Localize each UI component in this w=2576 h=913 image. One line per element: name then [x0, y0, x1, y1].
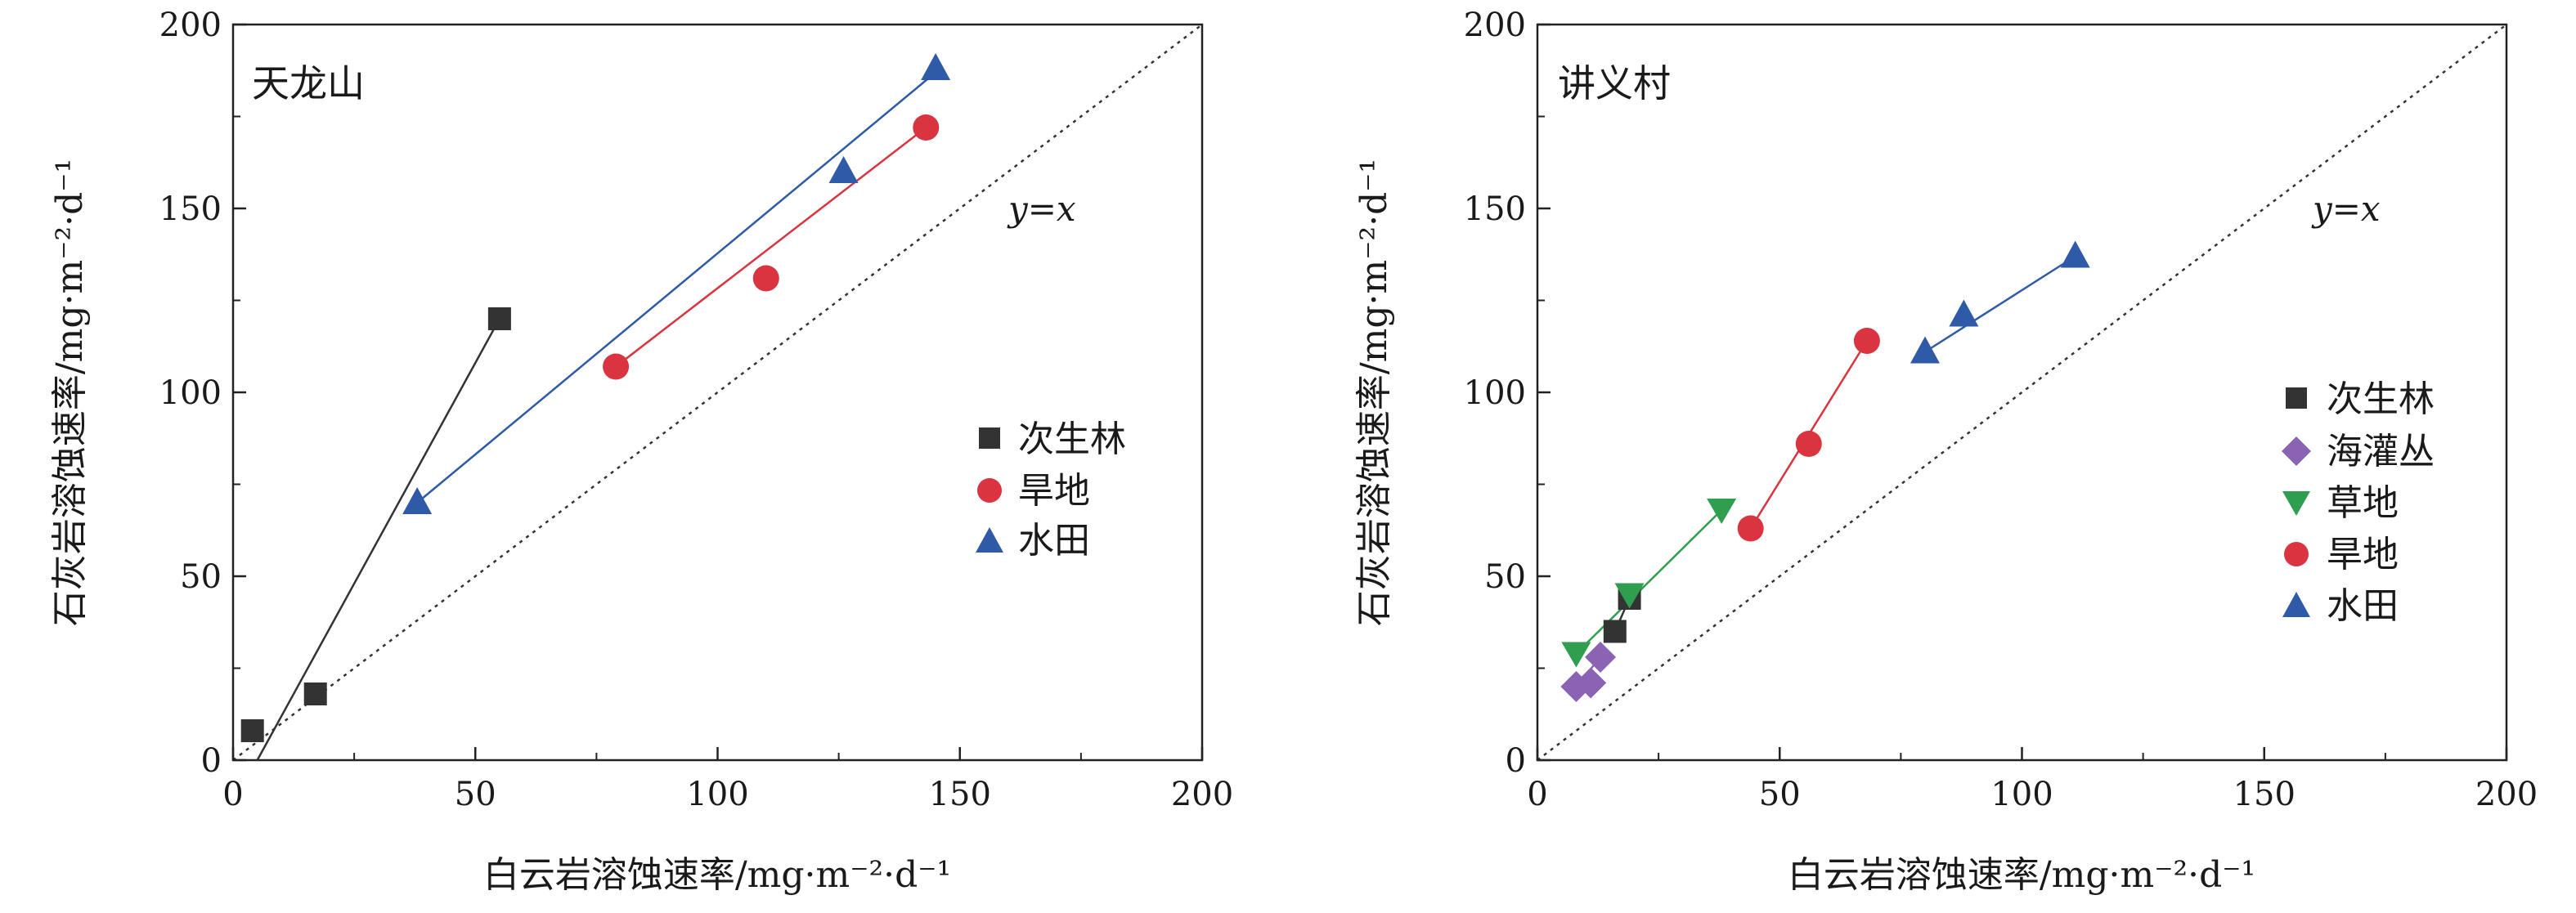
y-tick-label: 100	[159, 374, 222, 412]
x-tick-label: 50	[455, 776, 496, 813]
x-tick-label: 200	[1171, 776, 1233, 813]
legend-item: 草地	[2282, 482, 2399, 524]
legend-marker-triangle	[976, 527, 1003, 553]
fit-lines	[256, 71, 936, 761]
data-point-triangle	[402, 487, 433, 514]
data-point-triangle-down	[1614, 583, 1645, 609]
legend-item: 旱地	[2284, 534, 2399, 575]
legend-item: 海灌丛	[2282, 431, 2435, 472]
fit-line	[1575, 509, 1723, 655]
x-tick-label: 100	[686, 776, 748, 813]
data-markers	[1560, 240, 2090, 702]
legend: 次生林 旱地 水田	[976, 418, 1126, 562]
legend-label: 草地	[2327, 482, 2399, 524]
legend-label: 水田	[1018, 520, 1090, 562]
legend-label: 次生林	[1018, 418, 1126, 460]
y-tick-label: 50	[180, 558, 222, 596]
data-point-square	[487, 307, 511, 330]
data-point-square	[240, 719, 264, 742]
legend-marker-circle	[2284, 542, 2309, 566]
data-point-triangle	[2060, 240, 2090, 268]
fit-line	[256, 318, 500, 761]
x-axis-label: 白云岩溶蚀速率/mg·m⁻²·d⁻¹	[483, 854, 951, 896]
data-markers	[240, 53, 951, 742]
legend-label: 海灌丛	[2327, 431, 2435, 472]
data-point-diamond	[1575, 667, 1607, 699]
panel-jiangyicun: 0 50 100 150 200 0 50 100 150 200 讲义村 y=x 白云岩溶蚀速…	[1353, 7, 2538, 896]
x-ticks: 0 50 100 150 200	[1527, 747, 2538, 813]
legend-item: 水田	[976, 520, 1090, 562]
data-point-circle	[752, 265, 779, 292]
fit-line	[416, 71, 936, 503]
legend-marker-circle	[977, 478, 1002, 503]
data-point-triangle-down	[1561, 642, 1591, 668]
legend-marker-triangle	[2282, 592, 2310, 617]
y-tick-label: 150	[1464, 190, 1526, 228]
data-point-triangle	[1949, 299, 1979, 327]
data-point-square	[303, 683, 327, 705]
x-tick-label: 150	[929, 776, 991, 813]
legend-label: 旱地	[1018, 470, 1090, 512]
x-ticks: 0 50 100 150 200	[222, 747, 1233, 813]
data-point-triangle	[1910, 336, 1940, 364]
panel-tianlongshan: 0 50 100 150 200 0 50 100 150 200 天龙山 y=x 白云岩溶蚀速…	[49, 7, 1233, 896]
y-tick-label: 100	[1464, 374, 1526, 412]
fit-line	[615, 127, 927, 368]
legend-marker-diamond	[2282, 436, 2311, 466]
y-axis-label: 石灰岩溶蚀速率/mg·m⁻²·d⁻¹	[1353, 159, 1395, 626]
x-tick-label: 200	[2475, 776, 2538, 813]
legend-item: 次生林	[979, 418, 1126, 460]
x-tick-label: 0	[222, 776, 243, 813]
y-tick-label: 0	[201, 742, 222, 780]
legend-label: 次生林	[2327, 378, 2435, 420]
legend-marker-square	[979, 427, 1000, 449]
data-point-diamond	[1585, 642, 1617, 673]
data-point-circle	[1853, 328, 1880, 354]
legend-label: 水田	[2327, 585, 2399, 627]
panel-title: 天龙山	[252, 61, 365, 105]
data-point-triangle	[828, 156, 859, 183]
x-axis-label: 白云岩溶蚀速率/mg·m⁻²·d⁻¹	[1788, 854, 2255, 896]
y-tick-label: 50	[1484, 558, 1526, 596]
legend: 次生林 海灌丛 草地 旱地 水田	[2282, 378, 2435, 627]
y-axis-label: 石灰岩溶蚀速率/mg·m⁻²·d⁻¹	[49, 159, 91, 626]
ref-line-group	[1537, 24, 2507, 761]
legend-item: 旱地	[977, 470, 1090, 512]
legend-marker-square	[2286, 387, 2307, 409]
y-ticks: 0 50 100 150 200	[159, 7, 246, 780]
y-tick-label: 200	[159, 7, 222, 44]
data-point-circle	[1795, 431, 1822, 457]
data-point-square	[1603, 620, 1627, 643]
data-point-circle	[913, 114, 940, 141]
legend-marker-triangle-down	[2282, 491, 2310, 516]
data-point-triangle	[921, 53, 951, 80]
y-tick-label: 150	[159, 190, 222, 228]
fit-line	[1924, 255, 2076, 353]
x-tick-label: 0	[1527, 776, 1547, 813]
x-tick-label: 50	[1759, 776, 1801, 813]
x-tick-label: 100	[1990, 776, 2053, 813]
data-point-circle	[603, 353, 630, 380]
ref-line-y-equals-x	[232, 24, 1203, 761]
fit-lines	[1575, 255, 2076, 687]
panel-title: 讲义村	[1558, 61, 1671, 105]
ref-line-group	[232, 24, 1203, 761]
data-point-triangle-down	[1707, 499, 1737, 524]
ref-line-label: y=x	[2311, 189, 2381, 229]
legend-item: 次生林	[2286, 378, 2435, 420]
y-ticks: 0 50 100 150 200	[1464, 7, 1551, 780]
legend-item: 水田	[2282, 585, 2399, 627]
y-tick-label: 0	[1506, 742, 1526, 780]
ref-line-label: y=x	[1007, 189, 1076, 229]
y-tick-label: 200	[1464, 7, 1526, 44]
x-tick-label: 150	[2233, 776, 2296, 813]
legend-label: 旱地	[2327, 534, 2399, 575]
data-point-circle	[1737, 515, 1764, 542]
ref-line-y-equals-x	[1537, 24, 2507, 761]
